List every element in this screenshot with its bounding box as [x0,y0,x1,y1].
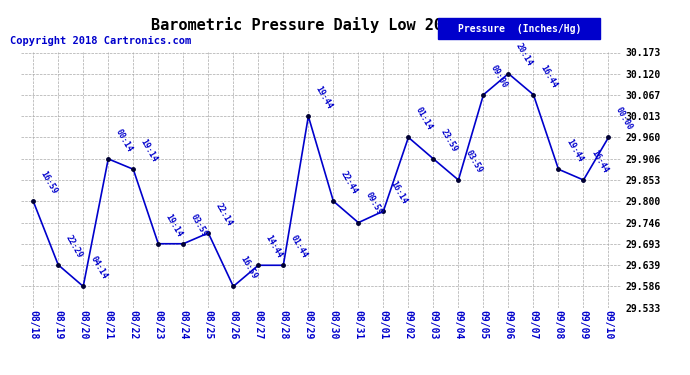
Text: Pressure  (Inches/Hg): Pressure (Inches/Hg) [457,24,581,33]
Text: 14:44: 14:44 [264,234,284,260]
Text: 01:14: 01:14 [414,106,434,132]
Text: 03:59: 03:59 [464,148,484,174]
Text: 23:59: 23:59 [439,127,460,153]
Text: 16:44: 16:44 [539,63,560,89]
Text: 09:00: 09:00 [489,63,509,89]
Text: 16:44: 16:44 [589,148,609,174]
Text: 01:44: 01:44 [289,234,309,260]
Text: 20:14: 20:14 [514,42,534,68]
Text: 19:44: 19:44 [564,138,584,164]
Text: 16:59: 16:59 [39,170,59,195]
Text: 22:14: 22:14 [214,201,234,227]
Text: 22:44: 22:44 [339,170,359,195]
Text: 19:14: 19:14 [164,212,184,238]
Text: 09:59: 09:59 [364,191,384,217]
Text: 00:14: 00:14 [114,127,134,153]
Text: 16:14: 16:14 [389,179,409,206]
Text: 19:44: 19:44 [314,84,334,111]
Text: 04:14: 04:14 [89,255,109,281]
Text: 19:14: 19:14 [139,138,159,164]
Text: Copyright 2018 Cartronics.com: Copyright 2018 Cartronics.com [10,36,192,46]
Text: 00:00: 00:00 [614,106,634,132]
Text: 16:59: 16:59 [239,255,259,281]
Text: Barometric Pressure Daily Low 20180911: Barometric Pressure Daily Low 20180911 [151,17,497,33]
Text: 03:59: 03:59 [189,212,209,238]
Text: 22:29: 22:29 [63,233,84,259]
